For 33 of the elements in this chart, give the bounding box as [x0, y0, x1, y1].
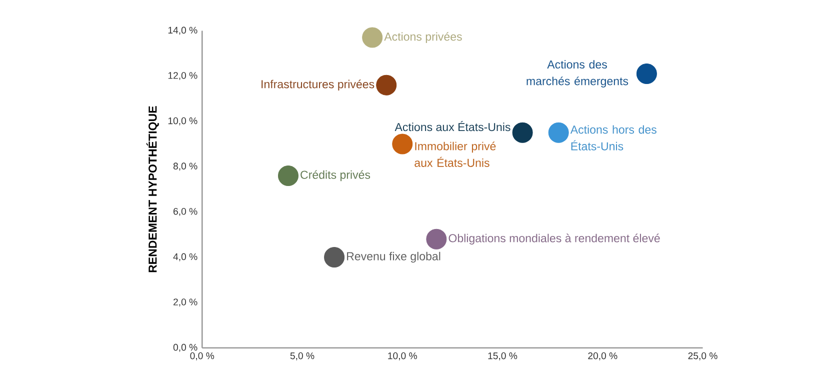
x-tick-label: 10,0 %	[388, 352, 417, 360]
y-tick-label: 2,0 %	[174, 298, 198, 306]
y-axis-title: RENDEMENT HYPOTHÉTIQUE	[146, 106, 159, 272]
point	[376, 74, 397, 96]
x-tick-label: 20,0 %	[588, 352, 618, 360]
y-tick-label: 10,0 %	[168, 117, 198, 126]
point	[512, 122, 533, 143]
y-tick-label: 0,0 %	[173, 344, 198, 352]
series-label: Obligations mondiales à rendement élevé	[448, 234, 660, 245]
y-tick-label: 14,0 %	[168, 26, 198, 35]
point	[362, 27, 383, 48]
point	[426, 228, 447, 250]
x-tick-label: 0,0 %	[190, 352, 214, 360]
series-label: Actions des marchés émergents	[526, 60, 628, 88]
x-tick-label: 25,0 %	[688, 352, 718, 360]
point	[636, 64, 657, 84]
x-tick-label: 15,0 %	[488, 352, 518, 360]
y-tick-label: 6,0 %	[174, 208, 198, 216]
series-label: Actions hors des États-Unis	[570, 125, 656, 150]
series-label: Infrastructures privées	[262, 80, 374, 91]
point	[392, 134, 413, 154]
series-label: Crédits privés	[300, 170, 370, 182]
y-tick-label: 12,0 %	[168, 72, 198, 80]
series-label: Immobilier privé aux États-Unis	[414, 142, 496, 167]
series-label: Actions privées	[384, 32, 462, 43]
point	[548, 122, 569, 143]
y-tick-label: 8,0 %	[173, 162, 198, 171]
point	[278, 165, 298, 186]
x-tick-label: 5,0 %	[290, 352, 314, 360]
series-label: Revenu fixe global	[347, 252, 440, 263]
series-label: Actions aux États-Unis	[394, 121, 510, 132]
point	[324, 246, 345, 268]
y-tick-label: 4,0 %	[173, 253, 198, 262]
